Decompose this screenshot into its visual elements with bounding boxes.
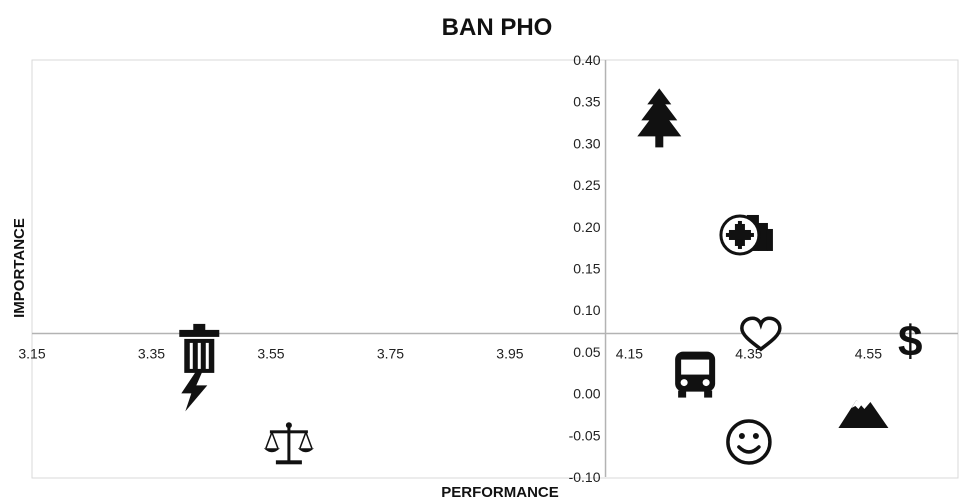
- svg-text:$: $: [898, 317, 922, 366]
- x-tick-label: 3.95: [496, 346, 523, 362]
- plot-area-border: [31, 59, 959, 479]
- y-tick-label: 0.40: [573, 52, 600, 68]
- y-tick-label: 0.10: [573, 302, 600, 318]
- bus-icon: [675, 351, 716, 398]
- smiley-icon: [726, 419, 772, 465]
- y-tick-label: 0.30: [573, 135, 600, 151]
- x-tick-label: 3.55: [257, 346, 284, 362]
- x-tick-label: 4.55: [855, 346, 882, 362]
- scales-icon: [263, 422, 314, 465]
- chart-title: BAN PHO: [442, 14, 553, 41]
- y-tick-label: -0.05: [569, 427, 601, 443]
- x-tick-label: 4.15: [616, 346, 643, 362]
- y-tick-label: 0.25: [573, 177, 600, 193]
- trash-icon: [179, 323, 220, 373]
- heart-icon: [740, 316, 782, 352]
- x-tick-label: 3.75: [377, 346, 404, 362]
- y-tick-label: 0.05: [573, 344, 600, 360]
- y-axis-tick-labels: -0.10 -0.05 0.00 0.05 0.10 0.15 0.20 0.25 0.30 0.…: [569, 52, 601, 485]
- y-tick-label: 0.00: [573, 386, 600, 402]
- mountain-icon: [838, 399, 889, 428]
- tree-icon: [637, 88, 682, 148]
- y-tick-label: 0.20: [573, 219, 600, 235]
- dollar-icon: $: [898, 317, 922, 366]
- data-points: $: [179, 88, 922, 465]
- y-tick-label: 0.15: [573, 261, 600, 277]
- x-tick-label: 3.35: [138, 346, 165, 362]
- y-tick-label: 0.35: [573, 94, 600, 110]
- x-tick-label: 4.35: [735, 346, 762, 362]
- x-axis-tick-labels: 3.15 3.35 3.55 3.75 3.95 4.15 4.35 4.55: [18, 346, 882, 362]
- x-axis-label: PERFORMANCE: [441, 484, 559, 499]
- y-axis-label: IMPORTANCE: [11, 218, 28, 318]
- hospital-icon: [719, 214, 773, 256]
- y-tick-label: -0.10: [569, 469, 601, 485]
- x-tick-label: 3.15: [18, 346, 45, 362]
- lightning-icon: [181, 369, 208, 412]
